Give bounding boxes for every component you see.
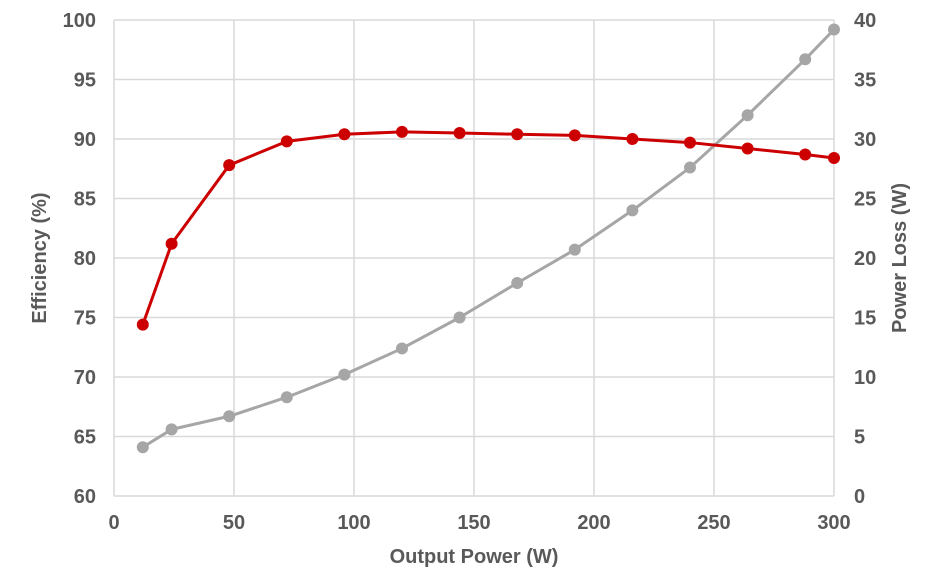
power-loss-point: [828, 23, 840, 36]
efficiency-point: [396, 125, 408, 138]
power-loss-point: [396, 342, 408, 355]
y2-tick-label: 15: [854, 308, 876, 330]
x-tick-label: 200: [577, 512, 610, 534]
efficiency-point: [338, 128, 351, 141]
y-tick-label: 100: [63, 10, 96, 32]
y2-tick-label: 0: [854, 486, 865, 508]
efficiency-point: [136, 318, 149, 331]
power-loss-point: [568, 243, 581, 256]
efficiency-point: [828, 152, 840, 165]
power-loss-line: [142, 28, 836, 449]
x-axis-ticks: 0 50 100 150 200 250 300: [108, 512, 850, 534]
efficiency-point: [626, 133, 639, 145]
power-loss-point: [684, 161, 696, 174]
power-loss-point: [165, 423, 178, 436]
series-layer: [136, 23, 840, 454]
efficiency-point: [741, 142, 754, 155]
y2-tick-label: 40: [854, 10, 876, 32]
power-loss-point: [338, 368, 351, 381]
power-loss-point: [453, 311, 466, 324]
efficiency-point: [684, 136, 696, 149]
power-loss-point: [626, 204, 639, 217]
efficiency-series: [136, 125, 840, 331]
right-y-axis-ticks: 0 5 10 15 20 25 30 35 40: [854, 10, 876, 508]
y-tick-label: 90: [74, 129, 96, 151]
left-y-axis-title: Efficiency (%): [29, 192, 51, 323]
y2-tick-label: 20: [854, 248, 876, 270]
power-loss-point: [136, 441, 149, 454]
left-y-axis-ticks: 60 65 70 75 80 85 90 95 100: [63, 10, 96, 508]
y2-tick-label: 35: [854, 70, 876, 92]
y-tick-label: 70: [74, 367, 96, 389]
x-tick-label: 50: [223, 512, 245, 534]
y2-tick-label: 25: [854, 189, 876, 211]
power-loss-point: [511, 276, 524, 289]
y-tick-label: 80: [74, 248, 96, 270]
power-loss-point: [741, 109, 754, 122]
x-axis-title: Output Power (W): [390, 546, 559, 568]
y-tick-label: 75: [74, 308, 96, 330]
power-loss-point: [799, 53, 812, 66]
y-tick-label: 85: [74, 189, 96, 211]
x-tick-label: 100: [337, 512, 370, 534]
right-y-axis-title: Power Loss (W): [889, 183, 911, 333]
y2-tick-label: 10: [854, 367, 876, 389]
efficiency-point: [568, 129, 581, 142]
efficiency-point: [280, 135, 293, 148]
x-tick-label: 150: [457, 512, 490, 534]
power-loss-point: [280, 391, 293, 404]
y2-tick-label: 30: [854, 129, 876, 151]
power-loss-series: [136, 23, 840, 454]
x-tick-label: 250: [697, 512, 730, 534]
x-tick-label: 0: [108, 512, 119, 534]
efficiency-point: [799, 148, 812, 161]
gridlines: [114, 19, 835, 496]
efficiency-point: [223, 159, 236, 172]
efficiency-line: [141, 130, 835, 326]
axes: [113, 20, 834, 497]
y-tick-label: 60: [74, 486, 96, 508]
y-tick-label: 65: [74, 427, 96, 449]
y-tick-label: 95: [74, 70, 96, 92]
x-tick-label: 300: [817, 512, 850, 534]
power-loss-point: [223, 410, 236, 423]
efficiency-point: [165, 237, 178, 250]
y2-tick-label: 5: [854, 427, 865, 449]
efficiency-point: [511, 128, 524, 141]
efficiency-point: [453, 127, 466, 140]
